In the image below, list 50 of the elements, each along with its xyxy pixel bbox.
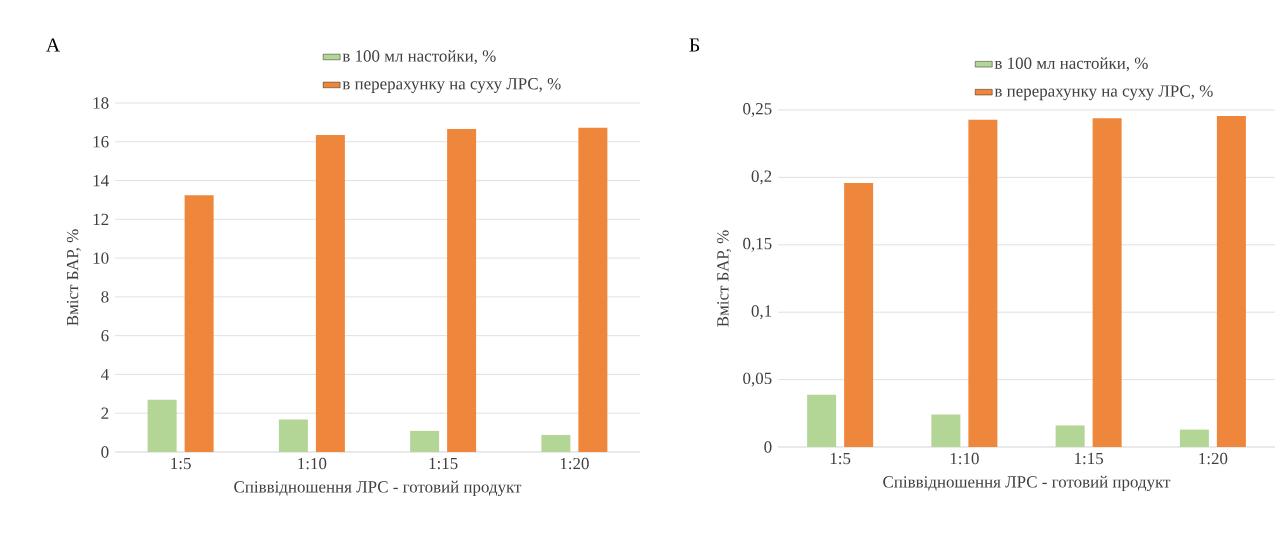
legend-label: в 100 мл настойки, %	[342, 49, 496, 65]
legend-label: в перерахунку на суху ЛРС, %	[342, 78, 561, 93]
bar	[184, 195, 214, 452]
y-tick-label: 8	[101, 291, 109, 303]
x-tick-label: 1:20	[1199, 452, 1228, 465]
x-tick-label: 1:10	[298, 457, 327, 470]
y-tick-label: 0,05	[743, 372, 772, 387]
bar	[1216, 115, 1246, 447]
bar	[1055, 425, 1085, 447]
bar	[410, 430, 440, 452]
y-tick-label: 6	[101, 329, 109, 342]
y-tick-label: 0,1	[751, 305, 772, 320]
y-tick-label: 12	[93, 213, 109, 225]
y-tick-label: 14	[93, 174, 109, 187]
x-tick-label: 1:15	[1075, 452, 1104, 465]
x-tick-label: 1:5	[171, 457, 191, 470]
bar	[278, 419, 308, 452]
legend-label: в перерахунку на суху ЛРС, %	[994, 85, 1213, 101]
y-tick-label: 16	[93, 136, 109, 148]
y-tick-label: 0,2	[751, 170, 772, 185]
y-axis-title: Вміст БАР, %	[66, 229, 81, 326]
y-tick-label: 0	[101, 446, 109, 458]
bar	[931, 414, 961, 447]
x-tick-label: 1:10	[950, 452, 979, 465]
bar	[807, 394, 837, 447]
y-axis-title: Вміст БАР, %	[717, 230, 732, 327]
bar	[447, 128, 477, 452]
x-axis-title: Співвідношення ЛРС - готовий продукт	[234, 480, 522, 497]
y-tick-label: 0	[764, 441, 772, 453]
bar	[844, 183, 874, 447]
legend-label: в 100 мл настойки, %	[994, 57, 1148, 72]
chart-title: А	[46, 38, 61, 52]
x-tick-label: 1:5	[830, 452, 851, 465]
x-tick-label: 1:20	[560, 457, 589, 470]
y-tick-label: 0,15	[743, 237, 772, 252]
y-tick-label: 2	[101, 407, 109, 419]
bar	[1179, 429, 1209, 447]
bar	[541, 434, 571, 452]
bar	[968, 119, 998, 447]
y-tick-label: 0,25	[743, 103, 772, 117]
bar	[315, 134, 345, 452]
x-axis-title: Співвідношення ЛРС - готовий продукт	[883, 475, 1171, 492]
x-tick-label: 1:15	[429, 457, 458, 470]
y-tick-label: 10	[93, 252, 109, 264]
y-tick-label: 18	[93, 97, 109, 109]
chart-title: Б	[689, 38, 700, 52]
bar	[578, 127, 608, 452]
y-tick-label: 4	[101, 368, 109, 381]
bar	[1092, 118, 1122, 447]
bar	[147, 399, 177, 452]
